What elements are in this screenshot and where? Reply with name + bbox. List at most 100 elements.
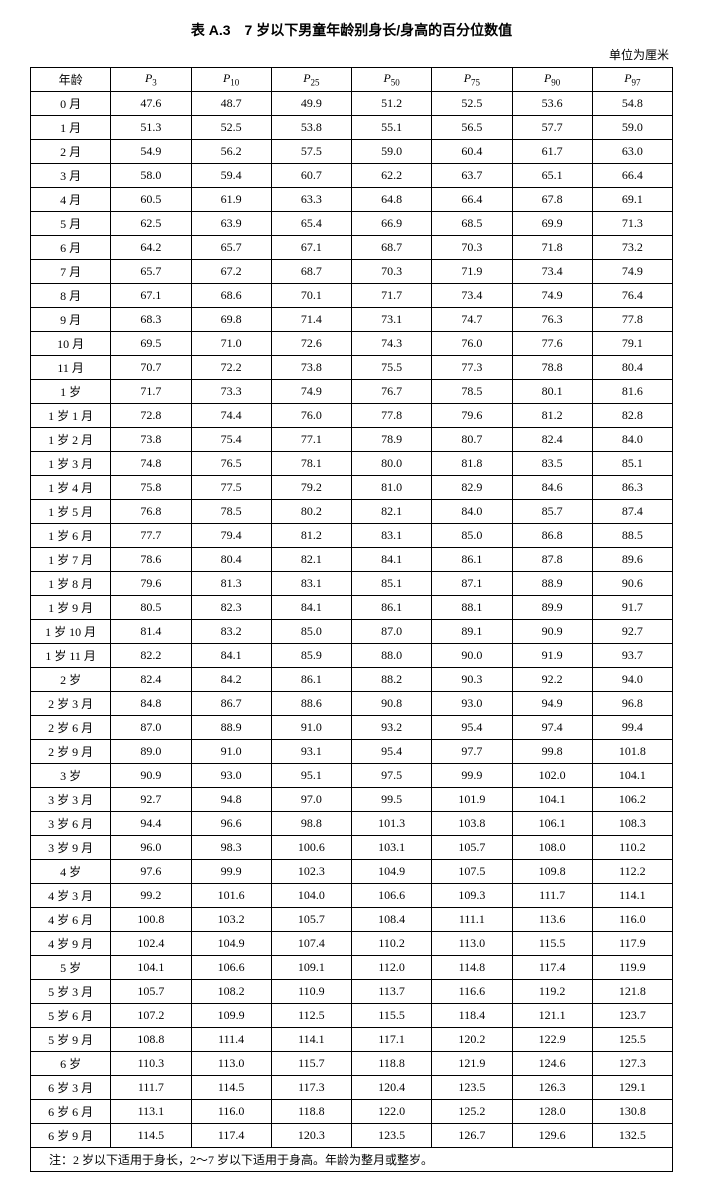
value-cell: 100.8: [111, 908, 191, 932]
value-cell: 109.9: [191, 1004, 271, 1028]
age-cell: 3 月: [31, 164, 111, 188]
table-row: 1 岁71.773.374.976.778.580.181.6: [31, 380, 673, 404]
table-row: 5 岁104.1106.6109.1112.0114.8117.4119.9: [31, 956, 673, 980]
value-cell: 79.1: [592, 332, 672, 356]
value-cell: 89.1: [432, 620, 512, 644]
value-cell: 114.5: [191, 1076, 271, 1100]
value-cell: 118.8: [271, 1100, 351, 1124]
value-cell: 53.8: [271, 116, 351, 140]
value-cell: 65.4: [271, 212, 351, 236]
value-cell: 77.3: [432, 356, 512, 380]
age-cell: 6 岁 3 月: [31, 1076, 111, 1100]
value-cell: 132.5: [592, 1124, 672, 1148]
value-cell: 117.1: [352, 1028, 432, 1052]
value-cell: 84.0: [592, 428, 672, 452]
value-cell: 115.7: [271, 1052, 351, 1076]
age-cell: 3 岁 6 月: [31, 812, 111, 836]
table-row: 7 月65.767.268.770.371.973.474.9: [31, 260, 673, 284]
value-cell: 90.9: [111, 764, 191, 788]
age-cell: 6 岁: [31, 1052, 111, 1076]
value-cell: 63.0: [592, 140, 672, 164]
value-cell: 76.0: [432, 332, 512, 356]
value-cell: 93.1: [271, 740, 351, 764]
value-cell: 106.6: [191, 956, 271, 980]
value-cell: 56.2: [191, 140, 271, 164]
value-cell: 95.4: [432, 716, 512, 740]
age-cell: 4 岁: [31, 860, 111, 884]
table-title: 表 A.3 7 岁以下男童年龄别身长/身高的百分位数值: [30, 20, 673, 40]
table-row: 4 岁97.699.9102.3104.9107.5109.8112.2: [31, 860, 673, 884]
value-cell: 68.7: [271, 260, 351, 284]
value-cell: 64.2: [111, 236, 191, 260]
value-cell: 80.7: [432, 428, 512, 452]
table-row: 0 月47.648.749.951.252.553.654.8: [31, 92, 673, 116]
value-cell: 120.3: [271, 1124, 351, 1148]
col-p97: P97: [592, 68, 672, 92]
table-row: 1 岁 11 月82.284.185.988.090.091.993.7: [31, 644, 673, 668]
value-cell: 70.3: [352, 260, 432, 284]
value-cell: 79.4: [191, 524, 271, 548]
value-cell: 106.2: [592, 788, 672, 812]
value-cell: 106.1: [512, 812, 592, 836]
value-cell: 110.2: [352, 932, 432, 956]
value-cell: 68.5: [432, 212, 512, 236]
age-cell: 4 岁 9 月: [31, 932, 111, 956]
value-cell: 81.3: [191, 572, 271, 596]
value-cell: 79.6: [432, 404, 512, 428]
value-cell: 78.9: [352, 428, 432, 452]
footnote-row: 注：2 岁以下适用于身长，2～7 岁以下适用于身高。年龄为整月或整岁。: [31, 1148, 673, 1172]
value-cell: 76.5: [191, 452, 271, 476]
value-cell: 61.9: [191, 188, 271, 212]
value-cell: 104.9: [352, 860, 432, 884]
value-cell: 68.3: [111, 308, 191, 332]
table-row: 8 月67.168.670.171.773.474.976.4: [31, 284, 673, 308]
age-cell: 7 月: [31, 260, 111, 284]
table-row: 1 岁 1 月72.874.476.077.879.681.282.8: [31, 404, 673, 428]
value-cell: 69.8: [191, 308, 271, 332]
value-cell: 82.1: [271, 548, 351, 572]
value-cell: 82.3: [191, 596, 271, 620]
age-cell: 0 月: [31, 92, 111, 116]
age-cell: 6 岁 6 月: [31, 1100, 111, 1124]
value-cell: 102.0: [512, 764, 592, 788]
value-cell: 98.3: [191, 836, 271, 860]
value-cell: 85.7: [512, 500, 592, 524]
value-cell: 91.9: [512, 644, 592, 668]
value-cell: 48.7: [191, 92, 271, 116]
age-cell: 2 岁: [31, 668, 111, 692]
age-cell: 9 月: [31, 308, 111, 332]
value-cell: 108.8: [111, 1028, 191, 1052]
value-cell: 93.0: [191, 764, 271, 788]
value-cell: 60.4: [432, 140, 512, 164]
value-cell: 77.8: [592, 308, 672, 332]
table-row: 2 岁 6 月87.088.991.093.295.497.499.4: [31, 716, 673, 740]
age-cell: 6 月: [31, 236, 111, 260]
age-cell: 5 岁 6 月: [31, 1004, 111, 1028]
value-cell: 84.6: [512, 476, 592, 500]
value-cell: 88.9: [512, 572, 592, 596]
value-cell: 60.7: [271, 164, 351, 188]
value-cell: 88.5: [592, 524, 672, 548]
value-cell: 63.3: [271, 188, 351, 212]
value-cell: 114.1: [592, 884, 672, 908]
age-cell: 5 月: [31, 212, 111, 236]
value-cell: 80.5: [111, 596, 191, 620]
value-cell: 73.2: [592, 236, 672, 260]
value-cell: 94.4: [111, 812, 191, 836]
table-row: 9 月68.369.871.473.174.776.377.8: [31, 308, 673, 332]
value-cell: 80.1: [512, 380, 592, 404]
age-cell: 4 岁 3 月: [31, 884, 111, 908]
value-cell: 123.5: [432, 1076, 512, 1100]
table-row: 3 岁 6 月94.496.698.8101.3103.8106.1108.3: [31, 812, 673, 836]
value-cell: 71.7: [111, 380, 191, 404]
value-cell: 77.5: [191, 476, 271, 500]
table-row: 1 岁 2 月73.875.477.178.980.782.484.0: [31, 428, 673, 452]
value-cell: 74.9: [592, 260, 672, 284]
value-cell: 70.3: [432, 236, 512, 260]
value-cell: 65.7: [191, 236, 271, 260]
value-cell: 82.4: [111, 668, 191, 692]
value-cell: 77.1: [271, 428, 351, 452]
value-cell: 113.6: [512, 908, 592, 932]
age-cell: 11 月: [31, 356, 111, 380]
value-cell: 109.8: [512, 860, 592, 884]
